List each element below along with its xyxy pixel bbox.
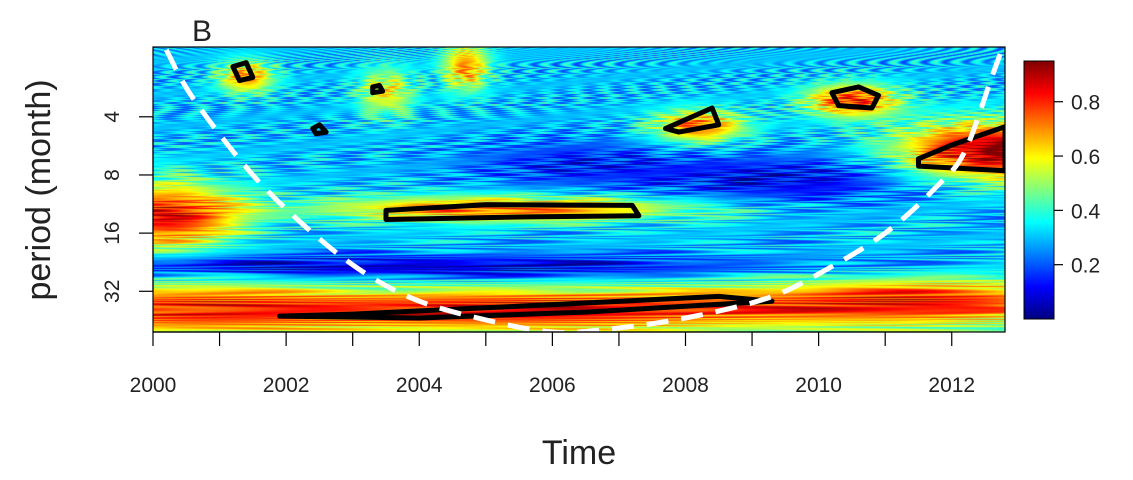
colorbar-tick-label: 0.8 bbox=[1071, 92, 1100, 115]
significance-contour-4 bbox=[829, 84, 881, 111]
colorbar: 0.2 0.4 0.6 0.8 bbox=[1023, 60, 1101, 320]
colorbar-tick-label: 0.2 bbox=[1071, 255, 1100, 278]
y-tick-label: 8 bbox=[101, 169, 124, 181]
colorbar-tick-label: 0.4 bbox=[1071, 200, 1101, 223]
plot-area bbox=[152, 46, 1006, 333]
significance-contour-7 bbox=[310, 122, 329, 137]
x-tick-label: 2000 bbox=[130, 374, 177, 397]
x-axis-title: Time bbox=[542, 434, 616, 472]
y-axis-title: period (month) bbox=[20, 79, 58, 300]
x-tick-label: 2012 bbox=[928, 374, 975, 397]
significance-contour-3 bbox=[916, 124, 1005, 174]
y-tick-label: 4 bbox=[101, 111, 124, 123]
colorbar-ticks: 0.2 0.4 0.6 0.8 bbox=[1054, 92, 1101, 278]
y-tick-label: 32 bbox=[101, 280, 124, 303]
colorbar-gradient bbox=[1023, 60, 1055, 320]
x-tick-label: 2004 bbox=[396, 374, 443, 397]
significance-contour-1 bbox=[383, 202, 642, 222]
significance-contours bbox=[230, 60, 1005, 321]
x-tick-label: 2006 bbox=[529, 374, 576, 397]
significance-contour-5 bbox=[663, 105, 722, 135]
significance-contour-8 bbox=[370, 82, 386, 96]
x-tick-label: 2010 bbox=[795, 374, 842, 397]
significance-contour-6 bbox=[230, 60, 256, 84]
y-tick-label: 16 bbox=[101, 221, 124, 244]
x-tick-label: 2008 bbox=[662, 374, 709, 397]
significance-contour-2 bbox=[277, 293, 775, 321]
panel-letter: B bbox=[192, 15, 212, 48]
x-tick-label: 2002 bbox=[263, 374, 310, 397]
y-axis: 4 8 16 32 bbox=[101, 111, 154, 303]
power-heatmap bbox=[153, 47, 1005, 332]
cone-of-influence bbox=[164, 48, 1005, 332]
x-axis: 2000 2002 2004 2006 2008 2010 2012 bbox=[130, 331, 975, 397]
colorbar-tick-label: 0.6 bbox=[1071, 146, 1100, 169]
